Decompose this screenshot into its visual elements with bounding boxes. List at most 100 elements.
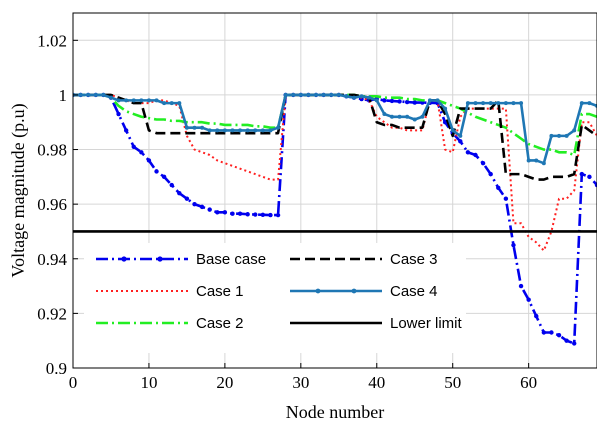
- data-point: [291, 92, 296, 97]
- data-point: [78, 92, 83, 97]
- data-point: [412, 117, 417, 122]
- data-point: [275, 212, 281, 218]
- data-point: [534, 158, 539, 163]
- data-point: [86, 92, 91, 97]
- data-point: [594, 182, 597, 188]
- data-point: [253, 212, 258, 217]
- data-point: [177, 101, 182, 106]
- data-point: [146, 98, 151, 103]
- plot-frame: [72, 12, 597, 369]
- data-point: [169, 101, 174, 106]
- data-point: [579, 171, 585, 177]
- data-point: [116, 98, 121, 103]
- legend-box: [84, 243, 466, 353]
- data-point: [154, 169, 159, 174]
- y-axis-title: Voltage magnitude (p.u): [8, 103, 29, 277]
- data-point: [518, 283, 524, 289]
- data-point: [496, 185, 501, 190]
- data-point: [260, 212, 266, 218]
- data-point: [139, 150, 144, 155]
- data-point: [541, 330, 547, 335]
- legend: Base case Case 1 Case 2 Case 3 Case 4 Lower l…: [84, 243, 466, 353]
- data-point: [511, 242, 516, 248]
- data-point: [412, 100, 417, 105]
- data-point: [245, 212, 250, 217]
- data-point: [367, 95, 372, 100]
- data-point: [549, 330, 554, 335]
- x-tick-label: 40: [368, 373, 385, 392]
- data-point: [169, 182, 174, 188]
- data-point: [93, 92, 98, 97]
- data-point: [184, 196, 190, 201]
- x-tick-label: 20: [216, 373, 233, 392]
- data-point: [450, 128, 455, 133]
- series-line: [73, 93, 597, 165]
- data-point: [101, 92, 106, 97]
- legend-marker: [157, 256, 163, 262]
- data-point: [146, 158, 152, 163]
- data-point: [215, 210, 220, 215]
- data-point: [283, 92, 288, 97]
- data-point: [230, 128, 235, 133]
- data-point: [397, 99, 402, 104]
- data-point: [184, 125, 189, 130]
- data-point: [488, 101, 493, 106]
- data-point: [131, 144, 136, 150]
- data-point: [207, 207, 212, 212]
- x-tick-label: 60: [520, 373, 537, 392]
- data-point: [519, 101, 524, 106]
- data-point: [207, 128, 212, 133]
- legend-label: Case 4: [390, 283, 438, 300]
- data-point: [405, 114, 410, 119]
- data-point: [123, 128, 129, 133]
- data-point: [192, 201, 197, 207]
- data-point: [177, 191, 182, 196]
- data-point: [473, 152, 478, 158]
- data-point: [473, 101, 478, 106]
- data-point: [161, 174, 167, 180]
- data-point: [139, 98, 144, 103]
- data-point: [556, 333, 562, 338]
- data-point: [344, 94, 349, 99]
- data-point: [481, 101, 486, 106]
- x-tick-label: 50: [444, 373, 461, 392]
- legend-marker: [351, 288, 357, 294]
- data-point: [154, 98, 159, 103]
- data-point: [503, 196, 509, 201]
- data-point: [359, 94, 364, 99]
- data-point: [108, 95, 113, 100]
- data-point: [435, 98, 440, 103]
- data-point: [443, 106, 448, 111]
- data-point: [321, 92, 326, 97]
- data-point: [397, 114, 402, 119]
- data-point: [572, 128, 577, 133]
- data-point: [496, 101, 501, 106]
- data-point: [260, 128, 265, 133]
- axis-ticks: 0 10 20 30 40 50 60 0.9 0.92 0.94 0.96 0.98 1 1.02: [37, 31, 537, 392]
- data-point: [420, 114, 425, 119]
- data-point: [268, 128, 273, 133]
- data-point: [579, 101, 584, 106]
- legend-marker: [315, 288, 321, 294]
- data-point: [268, 212, 273, 218]
- series-line: [73, 93, 597, 252]
- data-point: [162, 101, 167, 106]
- data-point: [458, 139, 463, 144]
- x-tick-label: 0: [69, 373, 78, 392]
- y-tick-label: 1: [59, 86, 68, 105]
- data-point: [564, 338, 569, 343]
- legend-marker: [121, 256, 127, 262]
- y-tick-label: 0.92: [37, 304, 67, 323]
- data-point: [564, 133, 569, 138]
- data-point: [329, 92, 334, 97]
- y-tick-label: 0.96: [37, 195, 67, 214]
- data-point: [427, 98, 432, 103]
- data-point: [382, 112, 387, 117]
- data-point: [298, 92, 303, 97]
- y-tick-label: 0.98: [37, 141, 67, 160]
- data-point: [480, 160, 486, 166]
- y-tick-label: 1.02: [37, 31, 67, 50]
- data-point: [124, 98, 129, 103]
- data-point: [116, 111, 121, 117]
